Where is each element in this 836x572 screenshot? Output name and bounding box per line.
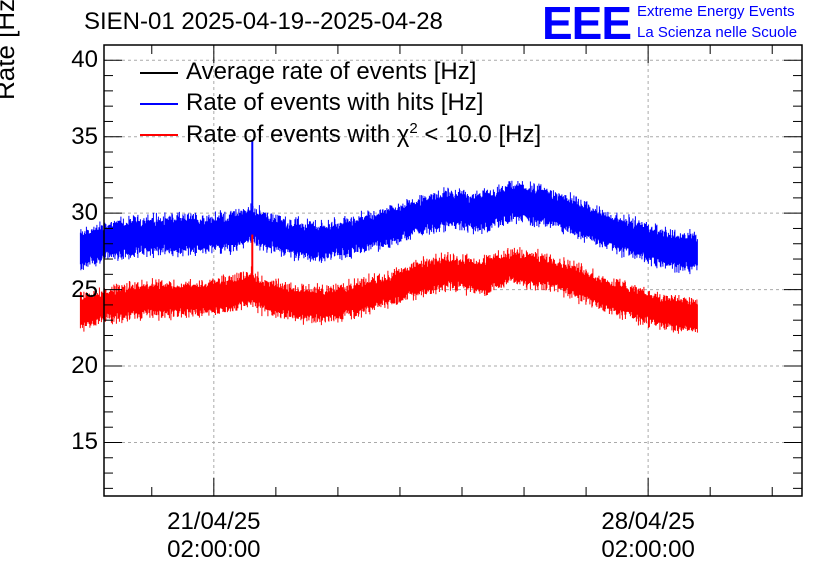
legend-swatch-average: [140, 72, 178, 74]
plot-frame: [103, 44, 803, 497]
series-band-hits: [79, 180, 698, 275]
legend-swatch-chi2: [140, 134, 178, 136]
chart-title: SIEN-01 2025-04-19--2025-04-28: [84, 8, 443, 35]
x-tick-label: 21/04/25 02:00:00: [144, 508, 284, 564]
y-tick-label: 25: [71, 275, 98, 303]
x-tick-date: 28/04/25: [601, 508, 695, 535]
legend-chi2-base: Rate of events with χ: [186, 121, 410, 148]
y-tick-label: 15: [71, 428, 98, 456]
legend-chi2-tail: < 10.0 [Hz]: [417, 121, 542, 148]
legend-chi2-sup: 2: [409, 120, 418, 137]
logo-line-2: La Scienza nelle Scuole: [637, 24, 798, 41]
series-band-chi2: [79, 247, 698, 334]
legend-label-chi2: Rate of events with χ2 < 10.0 [Hz]: [186, 120, 541, 149]
eee-logo: EEE: [542, 0, 632, 49]
x-tick-time: 02:00:00: [167, 536, 261, 563]
x-tick-label: 28/04/25 02:00:00: [578, 508, 718, 564]
y-tick-label: 20: [71, 352, 98, 380]
logo-line-1: Extreme Energy Events: [637, 3, 795, 20]
legend-swatch-hits: [140, 103, 178, 105]
y-tick-label: 35: [71, 122, 98, 150]
y-tick-label: 40: [71, 46, 98, 74]
legend-label-hits: Rate of events with hits [Hz]: [186, 89, 484, 116]
y-tick-label: 30: [71, 199, 98, 227]
x-tick-date: 21/04/25: [167, 508, 261, 535]
y-axis-label: Rate [Hz]: [0, 0, 20, 100]
x-tick-time: 02:00:00: [601, 536, 695, 563]
legend-label-average: Average rate of events [Hz]: [186, 58, 477, 85]
